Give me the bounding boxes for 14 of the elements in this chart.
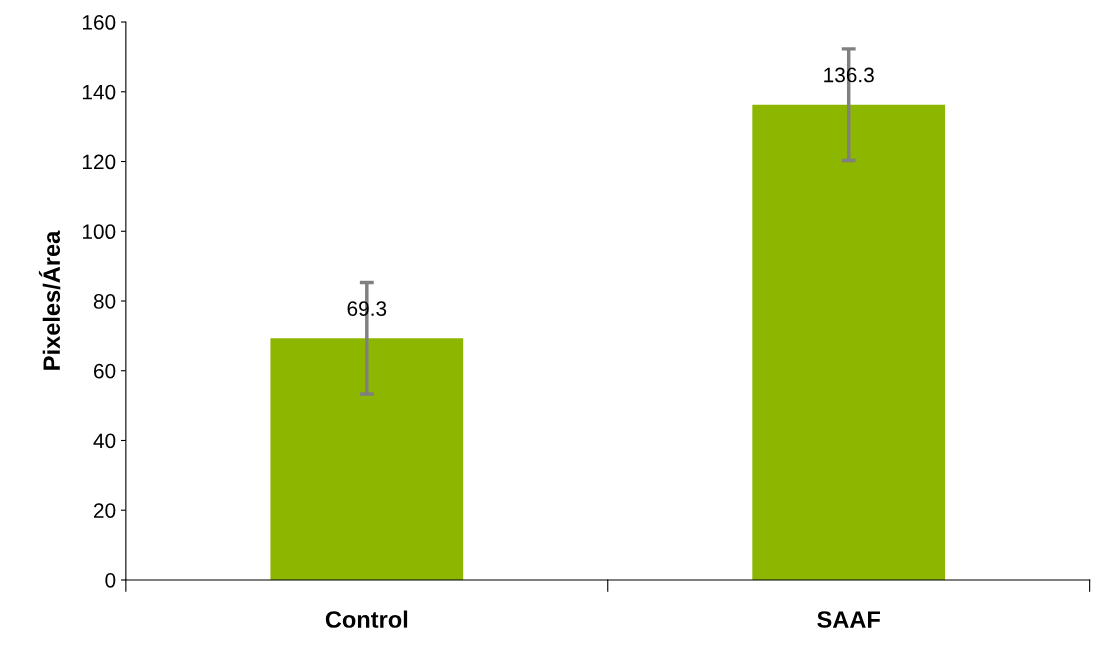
y-tick-label: 120 [82, 154, 116, 170]
y-tick-label: 0 [105, 572, 116, 588]
x-tick-label: SAAF [817, 611, 880, 628]
y-tick-label: 140 [82, 84, 116, 100]
y-tick-label: 60 [94, 363, 116, 379]
y-tick-label: 80 [93, 294, 116, 309]
y-tick-label: 40 [93, 433, 116, 449]
y-tick-label: 100 [82, 224, 116, 240]
data-label: 136.3 [824, 67, 874, 83]
data-label: 69.3 [347, 301, 387, 316]
x-tick-label: Control [325, 610, 408, 628]
y-axis-title: Pixeles/Área [38, 230, 61, 370]
y-tick-label: 20 [94, 503, 116, 518]
y-tick-label: 160 [82, 15, 116, 30]
